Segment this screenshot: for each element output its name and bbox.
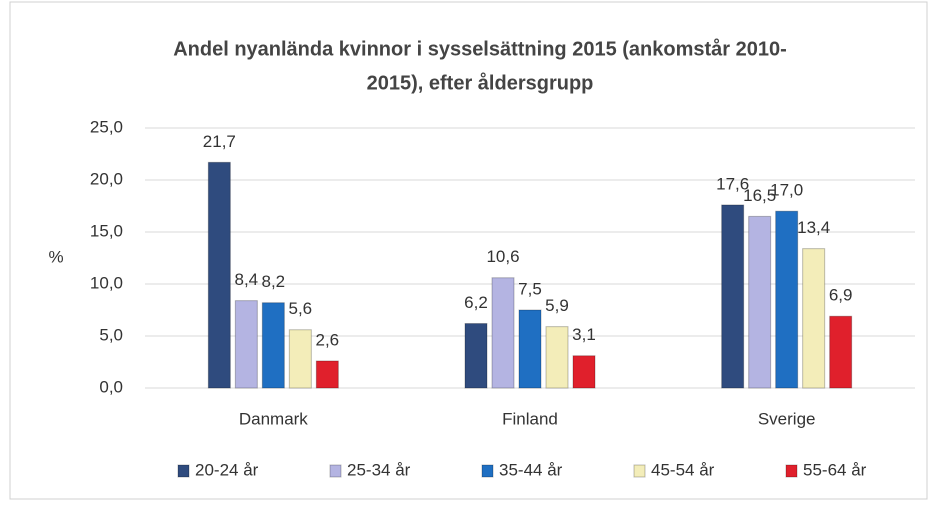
x-tick-label: Finland — [502, 409, 558, 428]
legend-swatch — [633, 464, 646, 478]
data-label: 5,9 — [545, 296, 569, 315]
chart-frame — [9, 1, 928, 500]
x-tick-label: Sverige — [758, 409, 816, 428]
data-label: 8,2 — [262, 272, 286, 291]
legend-label: 20-24 år — [195, 460, 259, 479]
chart-title: Andel nyanlända kvinnor i sysselsättning… — [173, 37, 787, 60]
data-label: 10,6 — [486, 247, 519, 266]
legend-swatch — [329, 464, 342, 478]
legend-label: 55-64 år — [803, 460, 867, 479]
bar — [288, 329, 312, 389]
legend-label: 25-34 år — [347, 460, 411, 479]
legend-swatch — [481, 464, 494, 478]
bar — [234, 300, 258, 389]
y-tick-label: 25,0 — [90, 117, 123, 136]
data-label: 6,2 — [464, 293, 488, 312]
data-label: 21,7 — [203, 132, 236, 151]
chart-title: 2015), efter åldersgrupp — [367, 71, 594, 94]
legend-label: 45-54 år — [651, 460, 715, 479]
bar — [261, 302, 285, 389]
data-label: 8,4 — [235, 270, 259, 289]
bar — [829, 315, 853, 389]
bar — [775, 210, 799, 389]
y-tick-label: 20,0 — [90, 169, 123, 188]
data-label: 5,6 — [289, 299, 313, 318]
bar — [464, 323, 488, 389]
x-tick-label: Danmark — [239, 409, 308, 428]
bar — [207, 161, 231, 389]
data-label: 16,5 — [743, 186, 776, 205]
legend-swatch — [785, 464, 798, 478]
bar — [748, 215, 772, 389]
y-tick-label: 0,0 — [99, 377, 123, 396]
bar — [721, 204, 745, 389]
data-label: 17,6 — [716, 174, 749, 193]
legend-swatch — [177, 464, 190, 478]
bar — [545, 326, 569, 389]
y-tick-label: 15,0 — [90, 221, 123, 240]
bar — [802, 248, 826, 389]
data-label: 13,4 — [797, 218, 830, 237]
data-label: 2,6 — [316, 330, 340, 349]
legend-label: 35-44 år — [499, 460, 563, 479]
y-tick-label: 10,0 — [90, 273, 123, 292]
data-label: 6,9 — [829, 286, 853, 305]
data-label: 7,5 — [518, 279, 542, 298]
data-label: 17,0 — [770, 181, 803, 200]
y-tick-label: 5,0 — [99, 325, 123, 344]
data-label: 3,1 — [572, 325, 596, 344]
bar — [572, 355, 596, 389]
y-axis-label: % — [48, 247, 63, 266]
bar — [491, 277, 515, 389]
bar — [518, 309, 542, 389]
bar — [315, 360, 339, 389]
